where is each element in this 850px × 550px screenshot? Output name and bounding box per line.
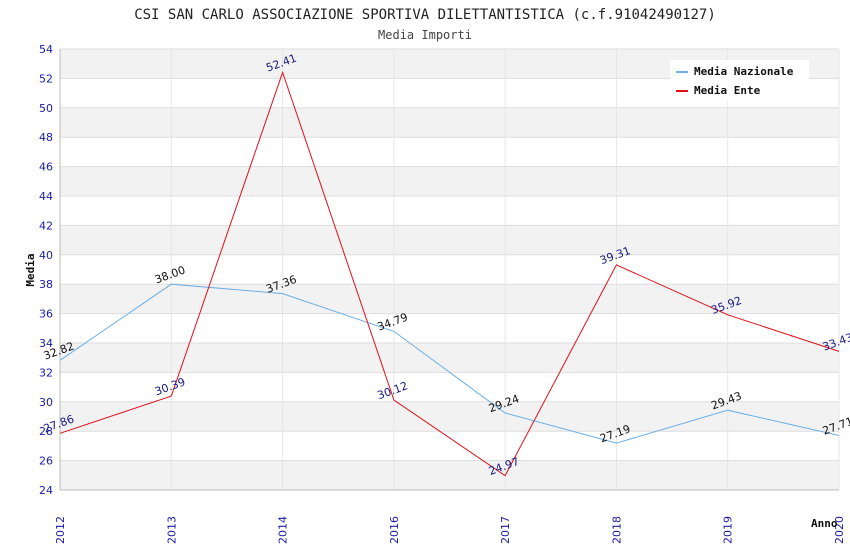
y-tick-label: 50 [39, 102, 53, 115]
grid-band [60, 401, 839, 432]
x-tick-label: 2018 [610, 516, 623, 544]
grid-band [60, 460, 839, 490]
y-axis-label: Media [24, 253, 37, 286]
y-tick-labels: 24 26 28 30 32 34 36 38 40 42 44 46 48 50 52 54 [39, 43, 53, 497]
y-tick-label: 38 [39, 278, 53, 291]
y-tick-label: 52 [39, 72, 53, 85]
chart-title: CSI SAN CARLO ASSOCIAZIONE SPORTIVA DILE… [134, 7, 716, 23]
x-tick-label: 2012 [54, 516, 67, 544]
y-tick-label: 48 [39, 131, 53, 144]
y-tick-label: 30 [39, 396, 53, 409]
x-tick-label: 2017 [499, 516, 512, 544]
x-tick-labels: 2012 2013 2014 2016 2017 2018 2019 2020 [54, 516, 846, 544]
y-tick-label: 46 [39, 161, 53, 174]
y-tick-label: 40 [39, 249, 53, 262]
x-tick-label: 2016 [388, 516, 401, 544]
y-tick-label: 34 [39, 337, 53, 350]
grid-band [60, 372, 839, 402]
grid-band [60, 254, 839, 285]
chart-subtitle: Media Importi [378, 28, 472, 42]
x-axis-label: Anno [811, 517, 838, 530]
y-tick-label: 26 [39, 455, 53, 468]
y-tick-label: 42 [39, 219, 53, 232]
y-tick-label: 36 [39, 308, 53, 321]
y-tick-label: 44 [39, 190, 53, 203]
grid-band [60, 196, 839, 226]
grid-band [60, 343, 839, 373]
x-tick-label: 2020 [833, 516, 846, 544]
grid-band [60, 313, 839, 343]
x-tick-label: 2019 [722, 516, 735, 544]
y-tick-label: 28 [39, 425, 53, 438]
x-tick-label: 2014 [277, 516, 290, 544]
grid-bands [60, 49, 839, 490]
series-line-nazionale [59, 283, 840, 444]
grid-band [60, 166, 839, 196]
legend-label-ente: Media Ente [694, 84, 761, 97]
grid-band [60, 137, 839, 167]
y-tick-label: 32 [39, 366, 53, 379]
legend: Media Nazionale Media Ente [670, 60, 809, 101]
grid-band [60, 107, 839, 138]
grid-band [60, 284, 839, 314]
series-line-ente [59, 70, 840, 477]
y-tick-label: 24 [39, 484, 53, 497]
legend-label-nazionale: Media Nazionale [694, 65, 794, 78]
x-tick-label: 2013 [165, 516, 178, 544]
y-tick-label: 54 [39, 43, 53, 56]
legend-box [670, 60, 809, 101]
grid-band [60, 431, 839, 461]
grid-band [60, 225, 839, 255]
series-group [59, 70, 840, 477]
